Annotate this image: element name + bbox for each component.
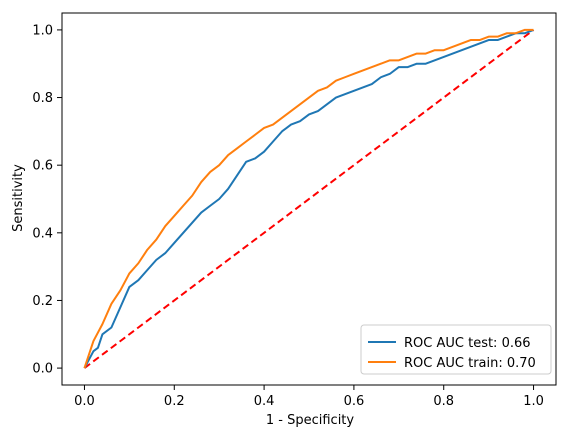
x-tick-label: 0.8 (433, 394, 454, 409)
series-group (83, 28, 535, 369)
y-tick-label: 1.0 (32, 23, 53, 38)
plot-frame (61, 12, 557, 386)
y-axis-ticks: 0.0 0.2 0.4 0.6 0.8 1.0 (32, 23, 62, 377)
legend-frame (360, 324, 552, 375)
y-tick-label: 0.0 (32, 362, 53, 377)
y-tick-label: 0.8 (32, 91, 53, 106)
chance-diagonal-line (83, 29, 535, 369)
legend-train-label: ROC AUC train: 0.70 (404, 356, 536, 371)
y-axis-label: Sensitivity (11, 164, 26, 232)
x-axis-label: 1 - Specificity (266, 413, 355, 428)
roc-line-test (83, 28, 534, 369)
legend: ROC AUC test: 0.66 ROC AUC train: 0.70 (360, 324, 552, 375)
x-tick-label: 0.4 (254, 394, 275, 409)
y-tick-label: 0.2 (32, 294, 53, 309)
x-tick-label: 0.0 (74, 394, 95, 409)
legend-test-label: ROC AUC test: 0.66 (404, 336, 531, 351)
roc-line-train (83, 28, 534, 369)
y-tick-label: 0.6 (32, 159, 53, 174)
x-axis-ticks: 0.0 0.2 0.4 0.6 0.8 1.0 (74, 385, 544, 409)
y-tick-label: 0.4 (32, 226, 53, 241)
x-tick-label: 0.2 (164, 394, 185, 409)
x-tick-label: 1.0 (523, 394, 544, 409)
x-tick-label: 0.6 (344, 394, 365, 409)
plot-area (61, 12, 557, 386)
